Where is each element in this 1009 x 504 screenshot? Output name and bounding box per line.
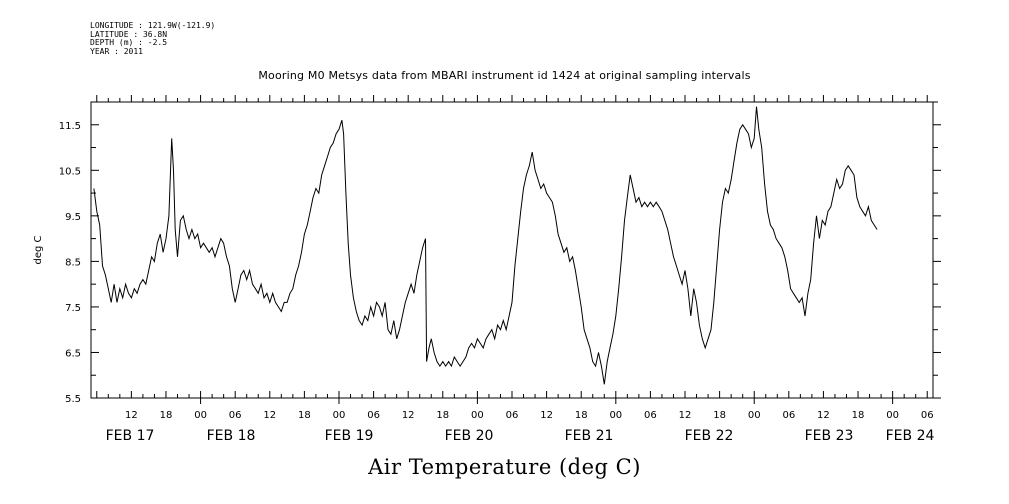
chart-title: Mooring M0 Metsys data from MBARI instru… bbox=[258, 69, 751, 82]
x-tick-label: 12 bbox=[125, 410, 138, 421]
x-tick-label: 00 bbox=[886, 410, 899, 421]
longitude-text: LONGITUDE : 121.9W(-121.9) bbox=[90, 21, 216, 30]
x-tick-label: 00 bbox=[194, 410, 207, 421]
x-tick-label: 06 bbox=[921, 410, 934, 421]
y-tick-label: 11.5 bbox=[59, 121, 81, 132]
day-label: FEB 20 bbox=[445, 428, 494, 444]
y-tick-label: 10.5 bbox=[59, 166, 81, 177]
plot-frame bbox=[90, 101, 934, 399]
y-axis-label: deg C bbox=[33, 235, 44, 264]
x-tick-label: 18 bbox=[852, 410, 865, 421]
day-label: FEB 24 bbox=[886, 428, 935, 444]
day-label: FEB 17 bbox=[106, 428, 155, 444]
x-tick-label: 12 bbox=[263, 410, 276, 421]
x-tick-label: 12 bbox=[817, 410, 830, 421]
x-tick-label: 00 bbox=[333, 410, 346, 421]
x-tick-label: 18 bbox=[713, 410, 726, 421]
day-labels: FEB 17 FEB 18 FEB 19 FEB 20 FEB 21 FEB 22 FEB … bbox=[106, 428, 935, 444]
x-tick-label: 00 bbox=[471, 410, 484, 421]
metadata-block: LONGITUDE : 121.9W(-121.9) LATITUDE : 36… bbox=[90, 21, 216, 56]
x-tick-label: 12 bbox=[402, 410, 415, 421]
x-tick-label: 06 bbox=[367, 410, 380, 421]
x-tick-label: 18 bbox=[436, 410, 449, 421]
latitude-text: LATITUDE : 36.8N bbox=[90, 29, 168, 39]
day-label: FEB 18 bbox=[207, 428, 256, 444]
x-tick-label: 18 bbox=[160, 410, 173, 421]
x-tick-labels: 12 18 00 06 12 18 00 06 12 18 00 06 12 18 00 06 12 18 00 06… bbox=[125, 410, 934, 421]
year-text: YEAR : 2011 bbox=[90, 46, 143, 56]
x-tick-label: 06 bbox=[644, 410, 657, 421]
y-tick-label: 8.5 bbox=[65, 257, 81, 268]
y-tick-labels: 5.5 6.5 7.5 8.5 9.5 10.5 11.5 bbox=[59, 121, 81, 405]
y-tick-label: 6.5 bbox=[65, 348, 81, 359]
tick-marks bbox=[91, 95, 941, 404]
x-axis-label: Air Temperature (deg C) bbox=[368, 455, 641, 479]
x-tick-label: 06 bbox=[229, 410, 242, 421]
day-label: FEB 19 bbox=[325, 428, 374, 444]
y-tick-label: 9.5 bbox=[65, 212, 81, 223]
y-tick-label: 5.5 bbox=[65, 394, 81, 405]
x-tick-label: 18 bbox=[575, 410, 588, 421]
x-tick-label: 00 bbox=[748, 410, 761, 421]
day-label: FEB 22 bbox=[685, 428, 734, 444]
day-label: FEB 21 bbox=[565, 428, 614, 444]
x-tick-label: 12 bbox=[679, 410, 692, 421]
x-tick-label: 06 bbox=[782, 410, 795, 421]
x-tick-label: 18 bbox=[298, 410, 311, 421]
depth-text: DEPTH (m) : -2.5 bbox=[90, 38, 168, 48]
x-tick-label: 00 bbox=[609, 410, 622, 421]
y-tick-label: 7.5 bbox=[65, 303, 81, 314]
x-tick-label: 12 bbox=[540, 410, 553, 421]
day-label: FEB 23 bbox=[805, 428, 854, 444]
series-line-air-temperature bbox=[93, 106, 878, 385]
x-tick-label: 06 bbox=[506, 410, 519, 421]
